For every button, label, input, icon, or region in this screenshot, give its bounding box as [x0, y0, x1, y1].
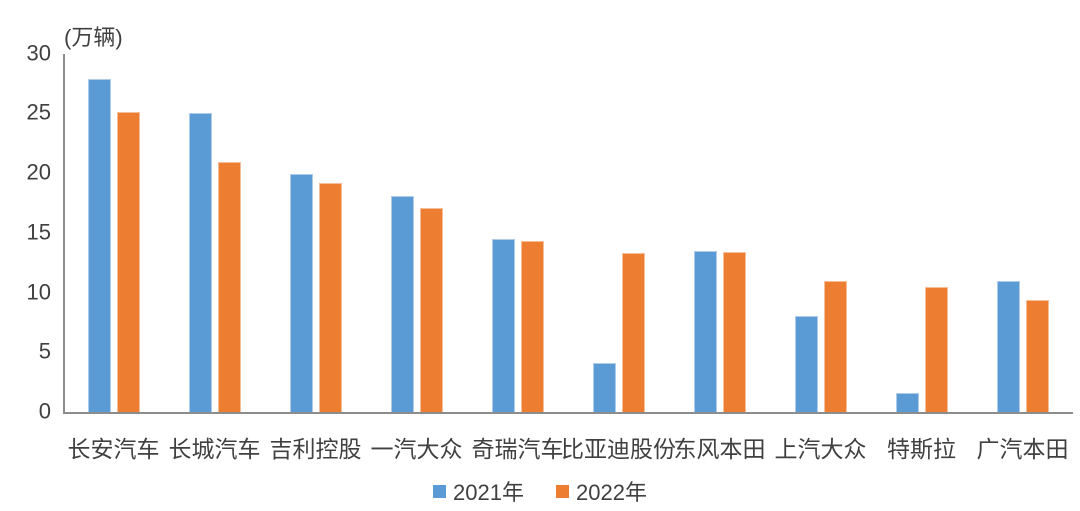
bar-group [770, 0, 871, 412]
y-tick-label: 25 [26, 99, 51, 125]
bar-2022年 [116, 112, 140, 412]
bar-group [366, 0, 467, 412]
bar-2022年 [520, 241, 544, 412]
bar-group [467, 0, 568, 412]
y-tick-label: 0 [38, 398, 51, 424]
bar-group [568, 0, 669, 412]
category-label: 特斯拉 [887, 436, 956, 462]
legend-label: 2022年 [576, 480, 647, 505]
bar-2021年 [289, 174, 313, 412]
category-label: 一汽大众 [370, 436, 463, 462]
y-tick-label: 15 [26, 219, 51, 245]
category-label: 广汽本田 [976, 436, 1069, 462]
x-axis-line [63, 412, 1073, 414]
y-tick-label: 20 [26, 159, 51, 185]
legend-label: 2021年 [453, 480, 524, 505]
bar-2022年 [621, 253, 645, 412]
bar-2022年 [318, 182, 342, 412]
bar-2022年 [722, 251, 746, 412]
bar-2021年 [895, 392, 919, 412]
category-label: 长安汽车 [67, 436, 160, 462]
bar-group [972, 0, 1073, 412]
category-label: 吉利控股 [269, 436, 362, 462]
legend: 2021年 2022年 [0, 475, 1080, 507]
bar-2021年 [693, 250, 717, 412]
bar-2022年 [924, 286, 948, 412]
y-axis-unit-label: (万辆) [64, 25, 123, 50]
category-label: 长城汽车 [168, 436, 261, 462]
bar-2021年 [491, 238, 515, 412]
bar-group [669, 0, 770, 412]
category-label: 东风本田 [673, 436, 766, 462]
legend-swatch-icon [433, 484, 447, 498]
legend-entry: 2022年 [556, 475, 647, 507]
bar-2021年 [188, 113, 212, 412]
category-label: 奇瑞汽车 [471, 436, 564, 462]
bar-2021年 [390, 195, 414, 412]
bar-group [871, 0, 972, 412]
legend-swatch-icon [556, 484, 569, 498]
category-label: 比亚迪股份 [561, 436, 676, 462]
y-tick-label: 10 [26, 278, 51, 304]
bar-2021年 [996, 280, 1020, 412]
bar-2021年 [592, 363, 616, 412]
bar-2021年 [794, 316, 818, 412]
category-label: 上汽大众 [774, 436, 867, 462]
bar-2021年 [87, 78, 111, 412]
bar-2022年 [217, 162, 241, 412]
y-tick-label: 5 [38, 338, 51, 364]
y-tick-label: 30 [26, 39, 51, 65]
bar-group [265, 0, 366, 412]
bar-group [63, 0, 164, 412]
legend-entry: 2021年 [433, 475, 524, 507]
y-axis-line [63, 53, 65, 414]
bar-2022年 [1025, 299, 1049, 412]
bar-2022年 [823, 280, 847, 412]
bar-2022年 [419, 207, 443, 412]
bar-group [164, 0, 265, 412]
